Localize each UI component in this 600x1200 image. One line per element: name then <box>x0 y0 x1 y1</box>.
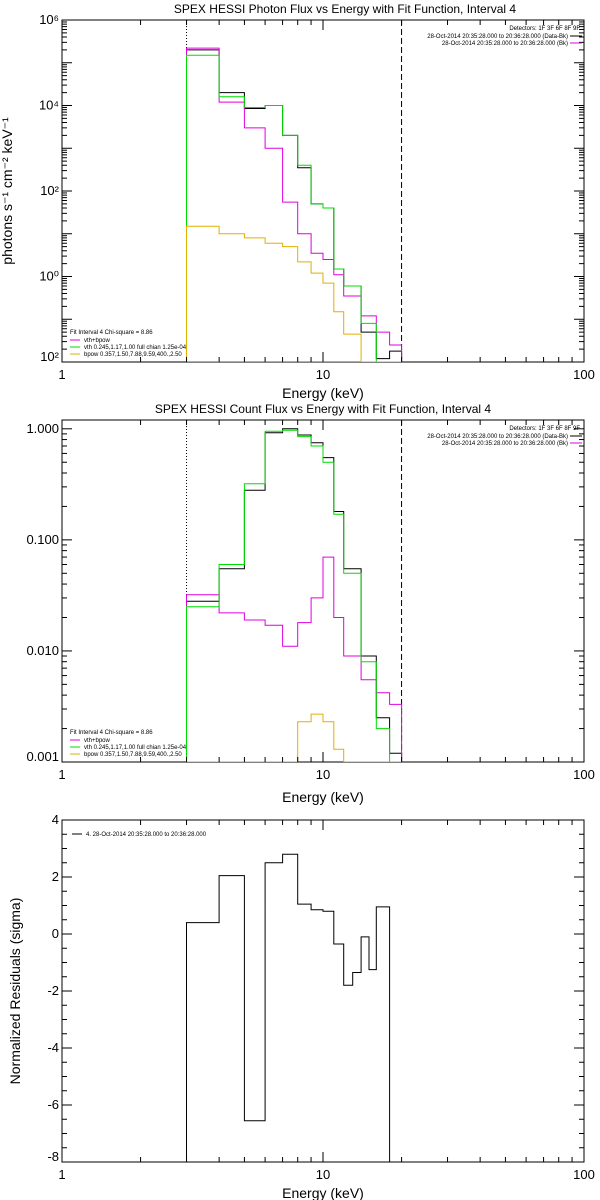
legend-data-bk: 28-Oct-2014 20:35:28.000 to 20:36:28.000… <box>427 434 568 440</box>
y-tick-label: 4 <box>52 812 59 827</box>
x-tick-label: 10 <box>316 1167 330 1182</box>
series-bpow-step <box>186 713 402 762</box>
y-tick-label: -4 <box>47 1040 59 1055</box>
y-tick-label: -6 <box>47 1097 59 1112</box>
x-axis-label: Energy (keV) <box>282 1185 364 1200</box>
y-tick-label: 0.100 <box>26 532 59 547</box>
y-tick-label: 0.010 <box>26 643 59 658</box>
y-axis-label: Normalized Residuals (sigma) <box>7 898 23 1085</box>
legend-fit-interval: Fit Interval 4 Chi-square = 8.86 <box>70 330 153 336</box>
y-axis-label: photons s⁻¹ cm⁻² keV⁻¹ <box>0 117 15 265</box>
count-flux-panel: SPEX HESSI Count Flux vs Energy with Fit… <box>26 402 594 805</box>
photon-flux-ticks: 1 10 100 10² 10⁰ 10² 10⁴ 10⁶ <box>39 12 595 382</box>
legend-bpow: bpow 0.357,1.50,7.88,9.59,400.,2.50 <box>84 352 182 358</box>
legend-detectors: Detectors: 1F 3F 6F 8F 9F <box>509 426 580 432</box>
x-tick-label: 100 <box>573 367 595 382</box>
count-flux-marks <box>186 420 403 762</box>
legend-bpow: bpow 0.357,1.50,7.88,9.59,400.,2.50 <box>84 752 182 758</box>
legend-total-fit: vth+bpow <box>84 738 111 744</box>
photon-flux-panel: SPEX HESSI Photon Flux vs Energy with Fi… <box>0 2 595 401</box>
legend-detectors: Detectors: 1F 3F 6F 8F 9F <box>509 26 580 32</box>
y-tick-label: 10² <box>40 183 59 198</box>
plot-frame <box>61 819 585 1163</box>
y-tick-label: 0.001 <box>26 749 59 764</box>
y-tick-label: -8 <box>47 1149 59 1164</box>
legend-vth: vth 0.245,1.17,1.00 full chian 1.25e-04 <box>84 745 187 751</box>
y-tick-label: 10⁶ <box>39 12 59 27</box>
y-tick-label: 10² <box>40 349 59 364</box>
series-4-step <box>186 853 402 1162</box>
legend-interval: 4. 28-Oct-2014 20:35:28.000 to 20:36:28.… <box>86 832 207 838</box>
x-tick-label: 1 <box>58 767 65 782</box>
residuals-marks <box>186 853 402 1162</box>
legend-total-fit: vth+bpow <box>84 338 111 344</box>
legend-fit-interval: Fit Interval 4 Chi-square = 8.86 <box>70 730 153 736</box>
y-tick-label: 10⁰ <box>39 269 59 284</box>
legend-data-bk: 28-Oct-2014 20:35:28.000 to 20:36:28.000… <box>427 34 568 40</box>
series-vth-step <box>186 429 402 762</box>
photon-flux-marks <box>186 20 403 362</box>
x-tick-label: 1 <box>58 1167 65 1182</box>
legend-bk: 28-Oct-2014 20:35:28.000 to 20:36:28.000… <box>442 41 568 47</box>
x-tick-label: 100 <box>573 767 595 782</box>
count-flux-title: SPEX HESSI Count Flux vs Energy with Fit… <box>155 402 491 416</box>
residuals-ticks: 1 10 100 -8 -6 -4 -2 0 2 4 <box>47 812 594 1182</box>
y-tick-label: 2 <box>52 869 59 884</box>
y-tick-label: 10⁴ <box>39 98 59 113</box>
x-tick-label: 1 <box>58 367 65 382</box>
legend-vth: vth 0.245,1.17,1.00 full chian 1.25e-04 <box>84 345 187 351</box>
y-tick-label: 1.000 <box>26 421 59 436</box>
x-axis-label: Energy (keV) <box>282 789 364 805</box>
residuals-panel: 1 10 100 -8 -6 -4 -2 0 2 4 Energy (keV) Normalize… <box>7 812 595 1200</box>
photon-flux-title: SPEX HESSI Photon Flux vs Energy with Fi… <box>174 2 516 16</box>
y-tick-label: 0 <box>52 926 59 941</box>
x-axis-label: Energy (keV) <box>282 385 364 401</box>
series-vth-step <box>186 54 402 362</box>
plot-frame <box>61 19 585 363</box>
y-tick-label: -2 <box>47 983 59 998</box>
legend-bk: 28-Oct-2014 20:35:28.000 to 20:36:28.000… <box>442 441 568 447</box>
series-bpow-step <box>186 225 402 362</box>
x-tick-label: 10 <box>316 767 330 782</box>
x-tick-label: 100 <box>573 1167 595 1182</box>
count-flux-ticks: 1 10 100 0.001 0.010 0.100 1.000 <box>26 420 595 782</box>
x-tick-label: 10 <box>316 367 330 382</box>
